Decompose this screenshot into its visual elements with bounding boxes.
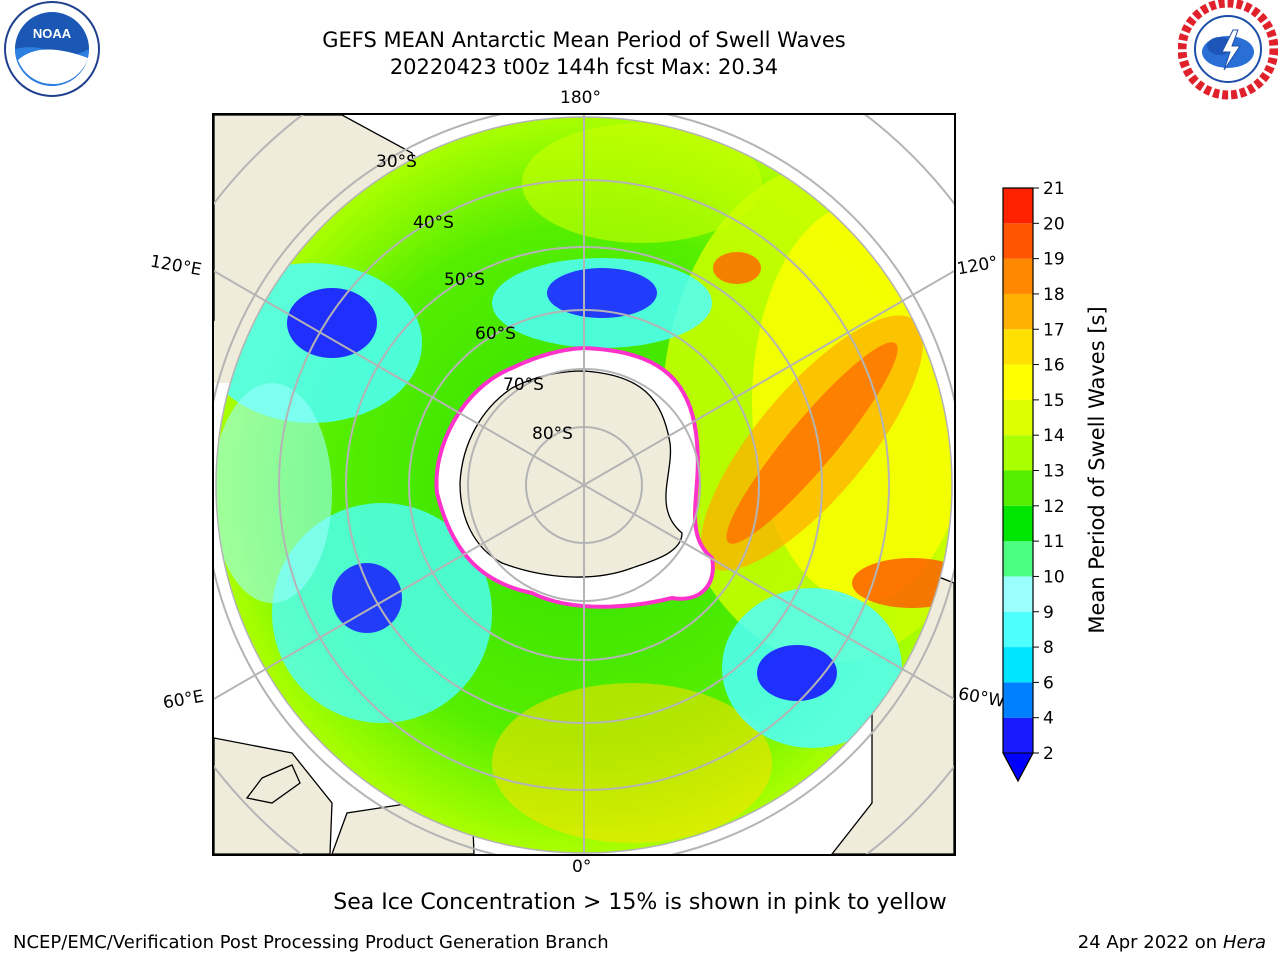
lat-label-30s: 30°S [376,152,417,172]
colorbar-tick-label: 20 [1043,214,1065,234]
map-frame [212,113,956,856]
colorbar-swatch [1003,435,1033,471]
colorbar-outline [1002,187,1034,783]
map-subtitle: 20220423 t00z 144h fcst Max: 20.34 [389,55,779,79]
colorbar-tick-label: 19 [1043,250,1065,270]
colorbar-tick-label: 15 [1043,391,1065,411]
colorbar-tick-label: 12 [1043,497,1065,517]
lon-label-60e: 60°E [161,686,206,714]
lat-label-80s: 80°S [532,424,573,444]
footer-host: Hera [1222,932,1266,953]
colorbar-tick-label: 2 [1043,744,1054,764]
colorbar-swatch [1003,717,1033,753]
colorbar-tick-label: 8 [1043,638,1054,658]
colorbar-tick-label: 11 [1043,532,1065,552]
lon-label-120e: 120°E [148,251,204,281]
colorbar-swatch [1003,682,1033,718]
svg-text:NOAA: NOAA [33,26,72,41]
lon-label-0: 0° [572,857,592,877]
colorbar-swatch [1003,576,1033,612]
lon-label-120w: 120° [955,252,1000,280]
lat-label-60s: 60°S [475,324,516,344]
colorbar-tick-label: 6 [1043,673,1054,693]
colorbar-swatch [1003,399,1033,436]
colorbar-swatch [1003,188,1033,224]
colorbar-ticks: 2 4 6 8 9 10 11 12 13 14 15 16 17 18 19 20 21 [1033,180,1065,764]
colorbar-tick-label: 10 [1043,567,1065,587]
colorbar-swatch [1003,611,1033,648]
colorbar-tick-label: 9 [1043,603,1054,623]
colorbar-swatch [1003,647,1033,683]
colorbar-swatch [1003,470,1033,506]
nws-logo-icon [1178,0,1278,100]
graticule [214,115,954,854]
sea-ice-caption: Sea Ice Concentration > 15% is shown in … [333,890,947,915]
colorbar-tick-label: 21 [1043,180,1065,199]
lat-label-50s: 50°S [444,270,485,290]
colorbar-swatch [1003,329,1033,365]
colorbar: 2 4 6 8 9 10 11 12 13 14 15 16 17 18 19 20 21 [1002,180,1065,783]
lon-label-180: 180° [560,88,601,108]
colorbar-tick-label: 13 [1043,462,1065,482]
footer-credit: NCEP/EMC/Verification Post Processing Pr… [13,932,609,953]
colorbar-tick-label: 17 [1043,320,1065,340]
footer-date-text: 24 Apr 2022 on [1077,932,1218,953]
colorbar-swatch [1003,293,1033,330]
colorbar-tick-label: 14 [1043,426,1065,446]
colorbar-swatch [1003,364,1033,400]
colorbar-extend-triangle [1002,752,1034,783]
footer-date: 24 Apr 2022 on Hera [1078,932,1266,953]
colorbar-swatch [1003,258,1033,294]
map-boundary [215,116,953,854]
lat-label-40s: 40°S [413,213,454,233]
colorbar-swatch [1003,541,1033,577]
colorbar-tick-label: 16 [1043,356,1065,376]
noaa-logo-icon: NOAA [4,1,100,97]
colorbar-swatches [1002,187,1034,783]
lat-label-70s: 70°S [503,375,544,395]
colorbar-tick-label: 4 [1043,709,1054,729]
colorbar-tick-label: 18 [1043,285,1065,305]
colorbar-swatch [1003,505,1033,542]
colorbar-swatch [1003,223,1033,259]
antarctic-map [212,113,956,856]
map-title: GEFS MEAN Antarctic Mean Period of Swell… [322,28,846,52]
